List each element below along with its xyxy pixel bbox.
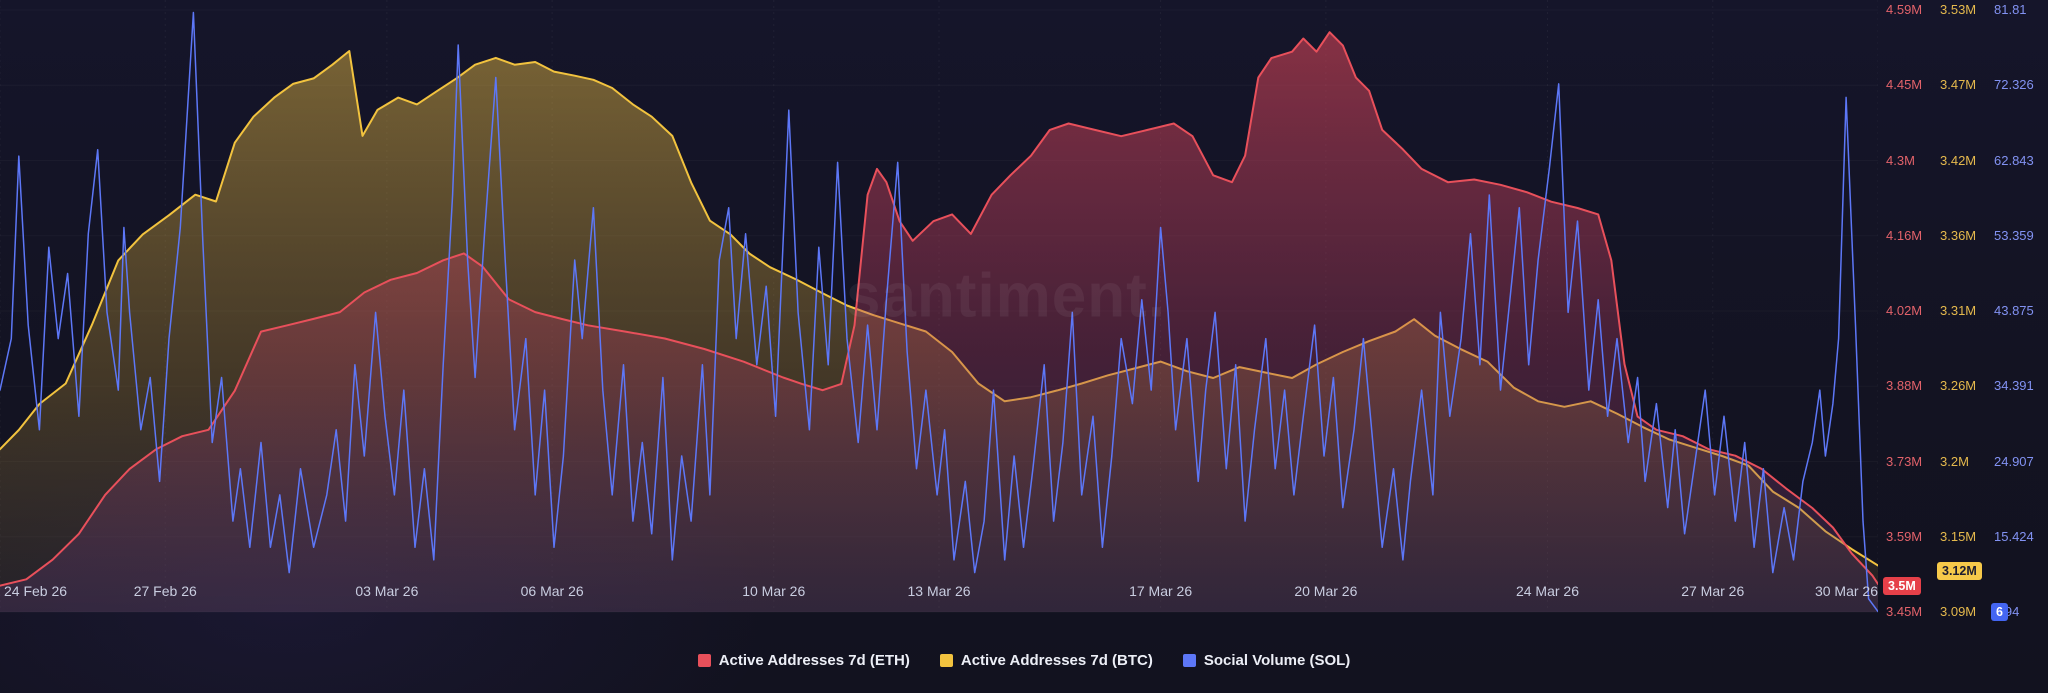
santiment-watermark: santiment.	[845, 261, 1167, 331]
x-axis-label: 30 Mar 26	[1814, 583, 1878, 599]
x-axis-label: 17 Mar 26	[1129, 583, 1193, 599]
legend-item-btc[interactable]: Active Addresses 7d (BTC)	[939, 652, 1153, 669]
eth-last-value-badge: 3.5M	[1883, 576, 1921, 595]
eth-axis-tick: 4.02M	[1886, 303, 1923, 318]
legend-label-btc: Active Addresses 7d (BTC)	[960, 652, 1153, 669]
x-axis-label: 20 Mar 26	[1294, 583, 1358, 599]
x-axis-label: 03 Mar 26	[355, 583, 419, 599]
eth-line	[0, 31, 1878, 587]
btc-axis-tick: 3.09M	[1940, 604, 1977, 619]
btc-axis-tick: 3.15M	[1940, 528, 1977, 544]
x-axis-label: 27 Feb 26	[133, 583, 197, 599]
legend-item-sol[interactable]: Social Volume (SOL)	[1182, 652, 1351, 669]
x-axis-label: 10 Mar 26	[742, 583, 806, 599]
btc-axis-tick: 3.42M	[1940, 152, 1977, 168]
legend-item-eth[interactable]: Active Addresses 7d (ETH)	[697, 652, 910, 669]
sol-axis-tick: 43.875	[1994, 303, 2034, 318]
eth-axis-tick: 4.45M	[1886, 77, 1923, 93]
btc-last-value-badge: 3.12M	[1937, 561, 1982, 580]
y-axis-sol: 81.81 72.326 62.843 53.359 43.875 34.391 24.90…	[1991, 0, 2048, 632]
btc-axis-tick: 3.31M	[1940, 303, 1977, 318]
sol-axis-tick: 81.81	[1994, 2, 2027, 17]
eth-axis-tick: 3.88M	[1886, 378, 1923, 394]
sol-line	[0, 11, 1878, 613]
legend: Active Addresses 7d (ETH) Active Address…	[0, 652, 2048, 669]
x-axis-label: 24 Feb 26	[4, 583, 68, 599]
x-axis-label: 27 Mar 26	[1681, 583, 1745, 599]
eth-axis-tick: 3.73M	[1886, 453, 1923, 469]
btc-axis-tick: 3.53M	[1940, 2, 1977, 17]
legend-label-sol: Social Volume (SOL)	[1203, 652, 1351, 669]
btc-axis-tick: 3.36M	[1940, 227, 1977, 243]
eth-axis-tick: 3.45M	[1886, 604, 1923, 619]
sol-axis-tick: 53.359	[1994, 227, 2034, 243]
legend-label-eth: Active Addresses 7d (ETH)	[718, 652, 910, 669]
btc-axis-tick: 3.26M	[1940, 378, 1977, 394]
btc-series-swatch	[939, 654, 953, 667]
x-axis: 24 Feb 26 27 Feb 26 03 Mar 26 06 Mar 26 10 M…	[0, 583, 1878, 603]
eth-axis-tick: 3.59M	[1886, 528, 1923, 544]
plot-svg[interactable]	[0, 0, 1878, 632]
eth-axis-tick: 4.3M	[1886, 152, 1915, 168]
y-axis-eth: 4.59M 4.45M 4.3M 4.16M 4.02M 3.88M 3.73M 3.59M 3…	[1883, 0, 1940, 632]
sol-axis-tick: 24.907	[1994, 453, 2034, 469]
btc-axis-tick: 3.2M	[1940, 453, 1969, 469]
sol-axis-tick: 34.391	[1994, 378, 2034, 394]
sol-axis-tick: 62.843	[1994, 152, 2034, 168]
x-axis-label: 24 Mar 26	[1515, 583, 1579, 599]
eth-series-swatch	[697, 654, 711, 667]
x-axis-label: 13 Mar 26	[907, 583, 971, 599]
btc-axis-tick: 3.47M	[1940, 77, 1977, 93]
sol-axis-tick: 15.424	[1994, 528, 2034, 544]
sol-last-value-badge: 6	[1991, 602, 2008, 621]
y-axis-btc: 3.53M 3.47M 3.42M 3.36M 3.31M 3.26M 3.2M 3.15M 3…	[1937, 0, 1994, 632]
eth-axis-tick: 4.59M	[1886, 2, 1923, 17]
eth-axis-tick: 4.16M	[1886, 227, 1923, 243]
eth-area	[0, 32, 1878, 612]
sol-axis-tick: 72.326	[1994, 77, 2034, 93]
x-axis-label: 06 Mar 26	[520, 583, 584, 599]
sol-series-swatch	[1182, 654, 1196, 667]
